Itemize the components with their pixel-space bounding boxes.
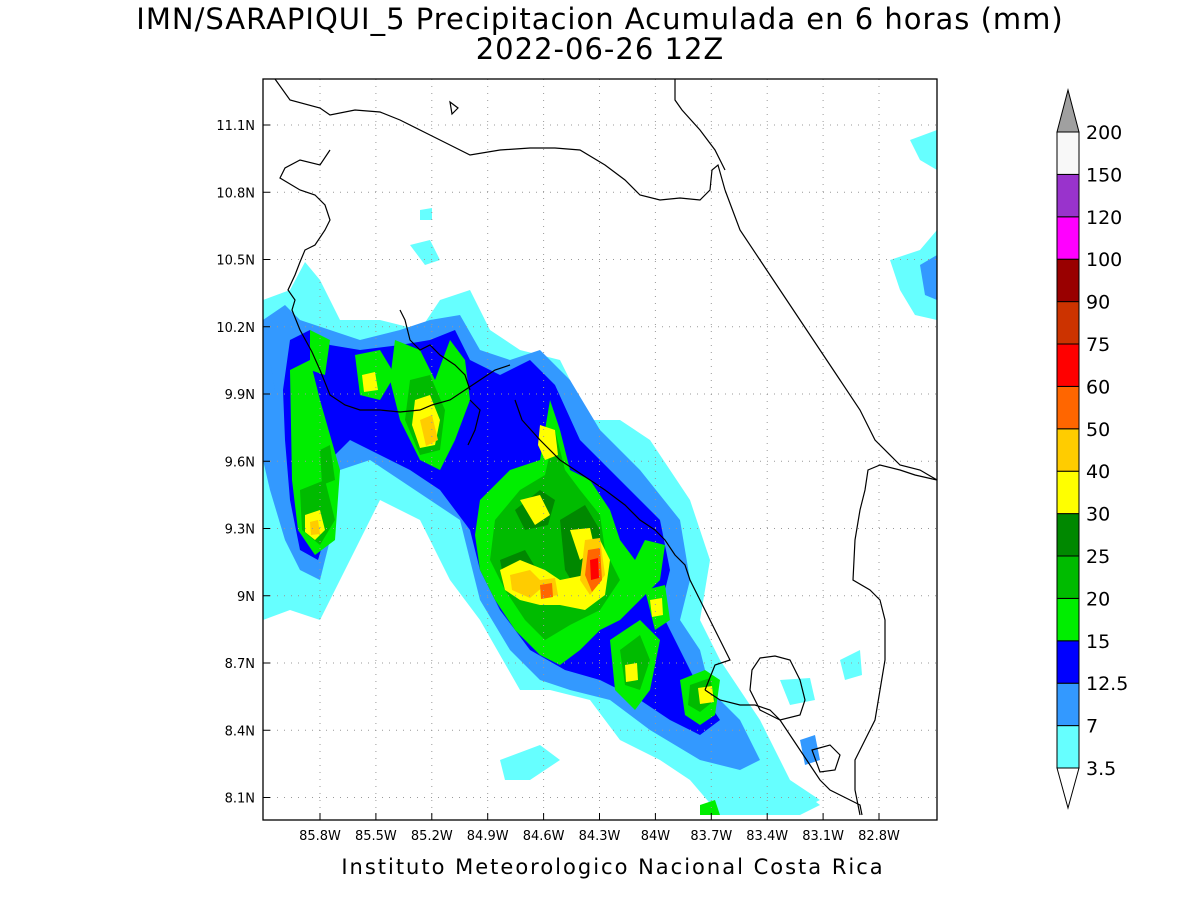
x-tick-label: 84.9W [467,829,509,844]
colorbar-label: 150 [1086,164,1122,186]
colorbar-swatch [1056,513,1080,557]
precip-band-60 [590,558,599,580]
colorbar-swatch [1056,470,1080,515]
colorbar-label: 120 [1086,207,1122,229]
map-title: IMN/SARAPIQUI_5 Precipitacion Acumulada … [136,2,1064,36]
colorbar-swatch [1056,131,1080,175]
colorbar-swatch [1056,555,1080,599]
colorbar-label: 50 [1086,419,1110,441]
x-tick-label: 84.3W [579,829,621,844]
x-tick-label: 83.4W [746,829,788,844]
y-tick-label: 9.6N [225,455,255,470]
colorbar-swatch [1056,428,1080,472]
y-tick-label: 9.9N [225,388,255,403]
colorbar-underflow-arrow [1056,767,1080,810]
colorbar-overflow-arrow [1056,88,1080,133]
colorbar-label: 30 [1086,504,1110,526]
x-tick-label: 83.1W [802,829,844,844]
colorbar-label: 25 [1086,546,1110,568]
colorbar-swatch [1056,258,1080,303]
longitude-axis: 85.8W 85.5W 85.2W 84.9W 84.6W 84.3W 84W 83.7W 83… [299,813,900,844]
y-tick-label: 10.2N [216,321,255,336]
colorbar-swatch [1056,597,1080,642]
x-tick-label: 84W [641,829,671,844]
colorbar-label: 75 [1086,334,1110,356]
x-tick-label: 85.8W [299,829,341,844]
colorbar-swatch [1056,216,1080,260]
colorbar-swatch [1056,385,1080,430]
colorbar-label: 40 [1086,461,1110,483]
map-gridlines [263,79,937,820]
colorbar-swatch [1056,343,1080,387]
precipitation-field [263,130,937,815]
latitude-axis: 11.1N 10.8N 10.5N 10.2N 9.9N 9.6N 9.3N 9N 8.7N 8.… [216,119,270,807]
colorbar-label: 90 [1086,292,1110,314]
y-tick-label: 8.7N [225,657,255,672]
y-tick-label: 10.5N [216,254,255,269]
colorbar-label: 3.5 [1086,758,1116,780]
coastline-borders [274,79,937,816]
y-tick-label: 11.1N [216,119,255,134]
precipitation-colorbar: 3.5 7 12.5 15 20 25 30 40 50 60 75 90 100 120 150 200 [1056,88,1128,810]
colorbar-label: 15 [1086,631,1110,653]
y-tick-label: 9N [237,590,255,605]
x-tick-label: 83.7W [690,829,732,844]
colorbar-swatch [1056,301,1080,345]
x-tick-label: 85.2W [411,829,453,844]
colorbar-swatch [1056,173,1080,218]
y-tick-label: 8.4N [225,724,255,739]
colorbar-label: 12.5 [1086,673,1128,695]
x-tick-label: 84.6W [523,829,565,844]
map-subtitle-date: 2022-06-26 12Z [475,32,725,66]
y-tick-label: 9.3N [225,523,255,538]
colorbar-label: 200 [1086,122,1122,144]
y-tick-label: 10.8N [216,186,255,201]
colorbar-swatch [1056,682,1080,727]
x-tick-label: 85.5W [355,829,397,844]
colorbar-label: 60 [1086,376,1110,398]
colorbar-swatch [1056,725,1080,769]
colorbar-label: 20 [1086,588,1110,610]
y-tick-label: 8.1N [225,792,255,807]
colorbar-label: 100 [1086,249,1122,271]
colorbar-swatch [1056,640,1080,684]
x-tick-label: 82.8W [858,829,900,844]
colorbar-label: 7 [1086,716,1098,738]
footer-credit: Instituto Meteorologico Nacional Costa R… [341,855,885,879]
